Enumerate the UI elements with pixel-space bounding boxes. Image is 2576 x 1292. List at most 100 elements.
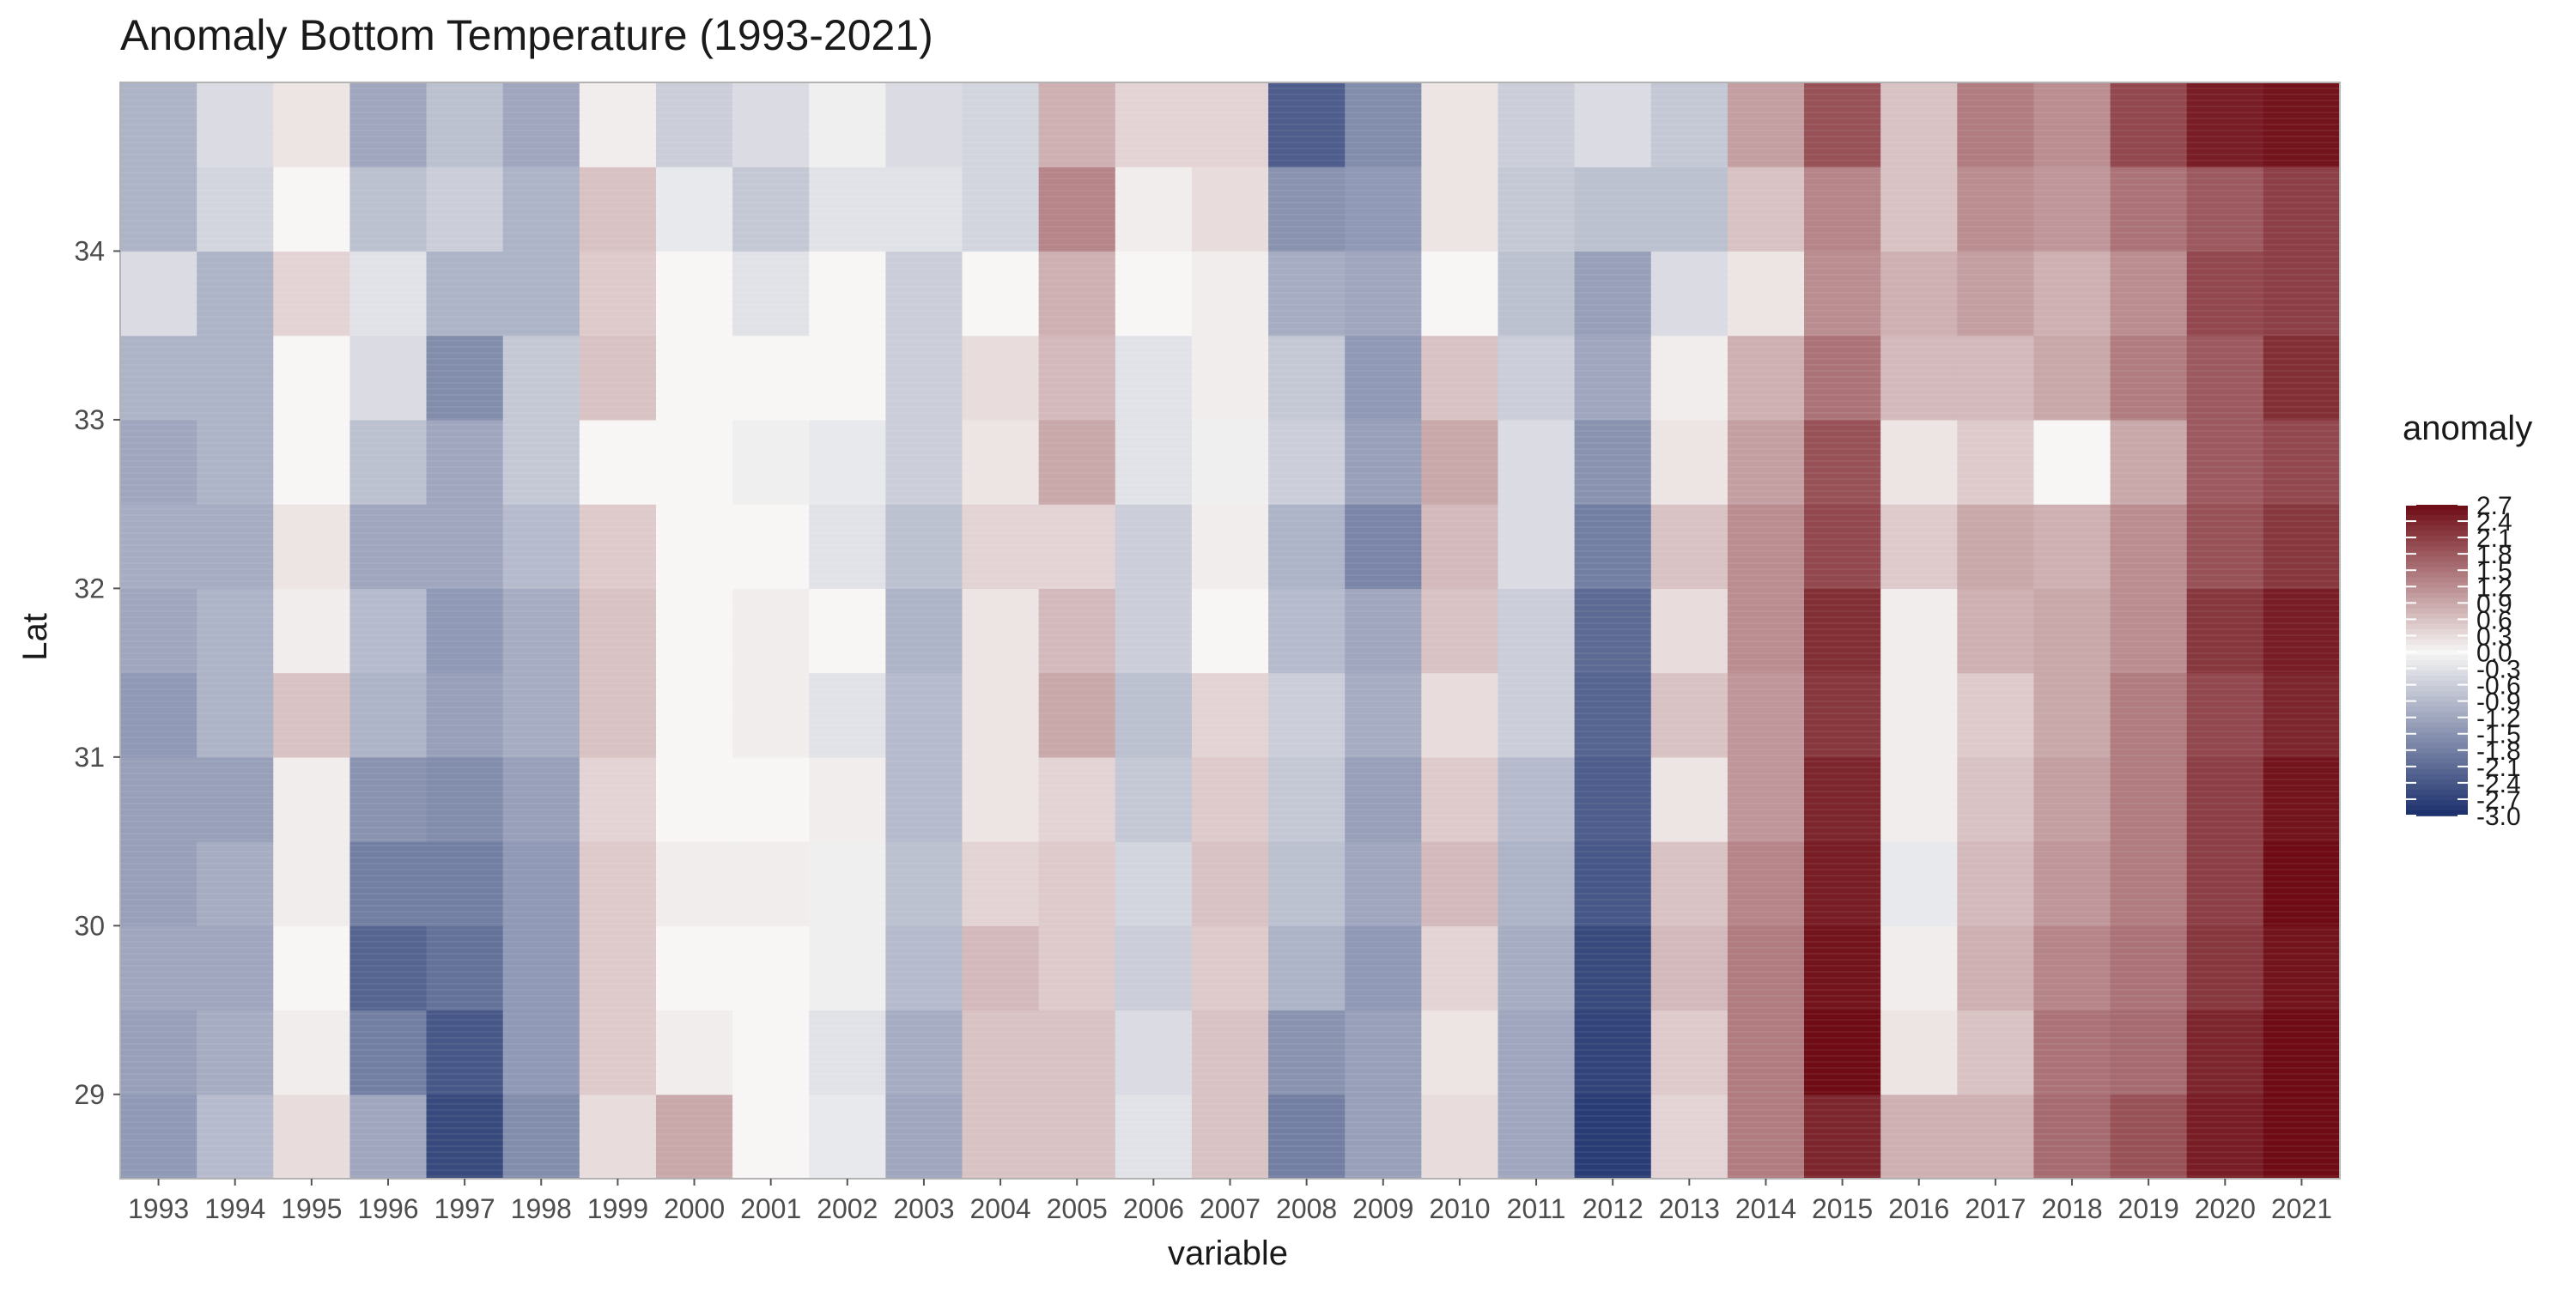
heatmap-cell — [1650, 335, 1728, 421]
heatmap-cell — [273, 419, 351, 505]
heatmap-cell — [502, 251, 580, 337]
heatmap-cell — [579, 419, 657, 505]
heatmap-cell — [2033, 419, 2111, 505]
heatmap-cell — [1498, 419, 1576, 505]
heatmap-cell — [273, 1010, 351, 1095]
legend-color-step — [2406, 804, 2468, 811]
heatmap-cell — [502, 167, 580, 252]
heatmap-cell — [885, 588, 963, 674]
heatmap-cell — [1498, 82, 1576, 167]
x-tick-label: 2003 — [893, 1193, 954, 1224]
legend-color-step — [2406, 722, 2468, 729]
heatmap-cell — [349, 1010, 428, 1095]
heatmap-cell — [197, 82, 274, 167]
legend-color-step — [2406, 531, 2468, 537]
heatmap-cell — [349, 251, 428, 337]
legend-label: -0.9 — [2476, 688, 2521, 717]
heatmap-cell — [1880, 82, 1958, 167]
x-tick-label: 2017 — [1965, 1193, 2026, 1224]
heatmap-cell — [2186, 419, 2264, 505]
heatmap-cell — [962, 167, 1040, 252]
heatmap-cell — [273, 672, 351, 758]
legend-color-step — [2406, 784, 2468, 791]
heatmap-cell — [1574, 841, 1652, 926]
heatmap-cell — [426, 841, 504, 926]
heatmap-cell — [502, 82, 580, 167]
legend-color-step — [2406, 758, 2468, 765]
heatmap-cell — [1498, 167, 1576, 252]
legend-color-step — [2406, 572, 2468, 579]
x-tick-label: 2001 — [740, 1193, 801, 1224]
heatmap-cell — [1804, 841, 1881, 926]
x-tick-label: 2019 — [2118, 1193, 2179, 1224]
legend-color-step — [2406, 701, 2468, 708]
heatmap-cell — [1650, 1010, 1728, 1095]
heatmap-cell — [655, 167, 733, 252]
heatmap-cell — [349, 756, 428, 842]
heatmap-cell — [1115, 167, 1193, 252]
heatmap-cell — [655, 82, 733, 167]
heatmap-cell — [197, 756, 274, 842]
heatmap-cell — [1421, 82, 1499, 167]
heatmap-cell — [809, 672, 886, 758]
heatmap-cell — [1957, 251, 2035, 337]
x-tick-label: 2020 — [2195, 1193, 2256, 1224]
heatmap-cell — [1345, 504, 1422, 589]
heatmap-cell — [1038, 588, 1116, 674]
heatmap-cell — [1727, 251, 1805, 337]
heatmap-cell — [1038, 335, 1116, 421]
heatmap-cell — [1957, 756, 2035, 842]
legend-label: -2.4 — [2476, 770, 2521, 798]
heatmap-cell — [2110, 1094, 2188, 1180]
heatmap-cell — [1115, 841, 1193, 926]
heatmap-cell — [1038, 419, 1116, 505]
heatmap-cell — [1880, 1010, 1958, 1095]
heatmap-cell — [732, 672, 810, 758]
x-tick-label: 2009 — [1352, 1193, 1413, 1224]
heatmap-cell — [1038, 251, 1116, 337]
legend-color-step — [2406, 727, 2468, 734]
heatmap-cell — [1345, 841, 1422, 926]
heatmap-cell — [1345, 335, 1422, 421]
legend-label: -2.1 — [2476, 754, 2521, 782]
legend-color-step — [2406, 660, 2468, 666]
heatmap-cell — [885, 504, 963, 589]
heatmap-cell — [1957, 672, 2035, 758]
heatmap-cell — [2033, 251, 2111, 337]
heatmap-cell — [579, 1010, 657, 1095]
legend-color-step — [2406, 561, 2468, 568]
heatmap-cell — [426, 251, 504, 337]
heatmap-cell — [2186, 1094, 2264, 1180]
heatmap-cell — [502, 841, 580, 926]
heatmap-cell — [1115, 335, 1193, 421]
heatmap-cell — [1115, 925, 1193, 1011]
heatmap-cell — [120, 1094, 197, 1180]
heatmap-cell — [2033, 82, 2111, 167]
heatmap-cell — [2033, 167, 2111, 252]
legend-color-step — [2406, 763, 2468, 770]
legend-label: -1.2 — [2476, 705, 2521, 733]
heatmap-cell — [655, 588, 733, 674]
heatmap-cell — [197, 925, 274, 1011]
x-tick-label: 2012 — [1583, 1193, 1643, 1224]
heatmap-cell — [1727, 588, 1805, 674]
legend-color-step — [2406, 597, 2468, 604]
heatmap-cell — [579, 756, 657, 842]
heatmap-cell — [426, 504, 504, 589]
heatmap-cell — [1650, 756, 1728, 842]
heatmap-cell — [2110, 1010, 2188, 1095]
heatmap-cell — [2033, 1094, 2111, 1180]
y-axis-label: Lat — [16, 613, 54, 661]
heatmap-cell — [1421, 504, 1499, 589]
heatmap-cell — [1191, 335, 1269, 421]
legend-title: anomaly — [2403, 409, 2532, 447]
heatmap-cell — [197, 167, 274, 252]
heatmap-cell — [1727, 82, 1805, 167]
heatmap-cell — [120, 251, 197, 337]
heatmap-cell — [349, 1094, 428, 1180]
heatmap-cell — [1957, 504, 2035, 589]
heatmap-cell — [1498, 335, 1576, 421]
heatmap-cell — [1115, 672, 1193, 758]
heatmap-cell — [1880, 672, 1958, 758]
